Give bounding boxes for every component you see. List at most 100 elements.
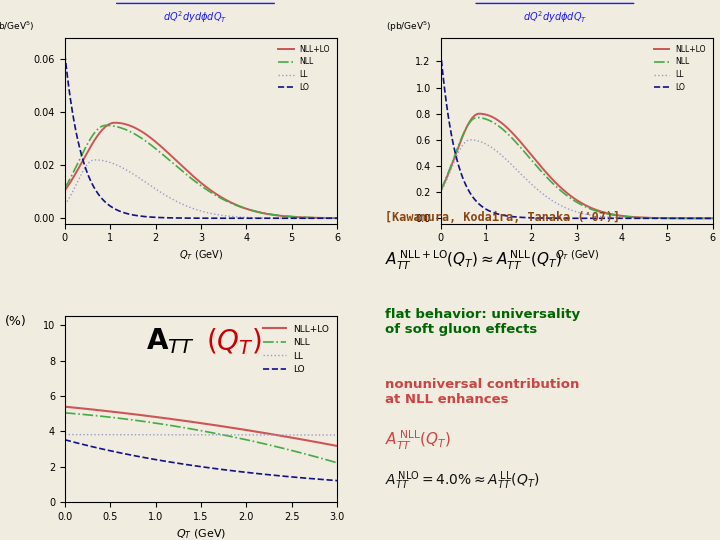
NLL: [436, 187, 445, 193]
LO: [559, 215, 568, 221]
NLL+LO: [560, 187, 569, 194]
LO: [208, 465, 217, 471]
LL: [90, 157, 99, 163]
NLL+LO: [222, 197, 230, 203]
Line: NLL: NLL: [65, 413, 337, 463]
Line: LO: LO: [65, 54, 337, 218]
NLL: [333, 460, 341, 466]
NLL+LO: [618, 213, 627, 219]
Line: NLL+LO: NLL+LO: [65, 407, 337, 446]
LO: [618, 215, 626, 221]
NLL+LO: [192, 419, 200, 426]
LL: [184, 204, 193, 210]
LO: [333, 215, 341, 221]
NLL+LO: [475, 111, 484, 117]
Line: LO: LO: [65, 440, 337, 481]
NLL: [284, 446, 292, 453]
LL: [222, 213, 230, 219]
NLL+LO: [507, 129, 516, 135]
LL: [131, 172, 140, 179]
LO: [326, 477, 335, 483]
NLL: [208, 429, 217, 436]
NLL+LO: [60, 187, 69, 194]
NLL: [60, 185, 69, 191]
LO: [284, 474, 292, 480]
LL: [222, 431, 231, 438]
NLL: [266, 211, 274, 218]
Line: LL: LL: [441, 140, 713, 218]
NLL: [618, 213, 627, 220]
LO: [60, 436, 69, 443]
Text: flat behavior: universality
of soft gluon effects: flat behavior: universality of soft gluo…: [385, 308, 580, 336]
NLL: [708, 215, 717, 221]
LL: [109, 160, 118, 167]
NLL+LO: [708, 215, 717, 221]
Line: LL: LL: [65, 160, 337, 218]
NLL: [222, 433, 231, 439]
NLL: [190, 426, 199, 433]
NLL: [192, 427, 200, 433]
NLL: [472, 114, 481, 121]
LO: [642, 215, 650, 221]
NLL+LO: [222, 424, 231, 430]
LL: [708, 215, 717, 221]
NLL+LO: [184, 168, 193, 175]
NLL+LO: [60, 403, 69, 410]
LL: [333, 432, 341, 438]
NLL: [222, 198, 230, 204]
LO: [192, 463, 200, 469]
NLL: [184, 173, 193, 179]
LL: [333, 215, 341, 221]
LO: [506, 213, 515, 220]
NLL: [60, 410, 69, 416]
LL: [60, 201, 69, 208]
NLL+LO: [597, 208, 606, 215]
Legend: NLL+LO, NLL, LL, LO: NLL+LO, NLL, LL, LO: [651, 42, 709, 95]
Text: (pb/GeV$^5$): (pb/GeV$^5$): [386, 19, 432, 34]
LO: [221, 215, 230, 221]
LL: [326, 432, 335, 438]
NLL+LO: [110, 119, 119, 126]
X-axis label: $Q_T$ (GeV): $Q_T$ (GeV): [176, 528, 226, 540]
Text: nonuniversal contribution
at NLL enhances: nonuniversal contribution at NLL enhance…: [385, 378, 580, 406]
LL: [642, 215, 650, 221]
LO: [243, 215, 251, 221]
LL: [485, 143, 493, 149]
NLL: [326, 457, 335, 464]
Line: NLL+LO: NLL+LO: [441, 114, 713, 218]
LO: [597, 215, 606, 221]
Text: $dQ^2 dy d\phi dQ_T$: $dQ^2 dy d\phi dQ_T$: [163, 9, 228, 25]
LL: [192, 431, 200, 438]
LL: [618, 214, 627, 221]
LO: [184, 215, 192, 221]
NLL+LO: [326, 442, 335, 448]
LL: [60, 431, 69, 438]
NLL+LO: [284, 434, 292, 440]
NLL+LO: [642, 214, 650, 221]
Text: (%): (%): [5, 315, 27, 328]
Line: LO: LO: [441, 51, 713, 218]
Text: $A_{TT}^{\,\mathrm{NLL}}(Q_T)$: $A_{TT}^{\,\mathrm{NLL}}(Q_T)$: [385, 429, 451, 453]
NLL: [507, 134, 516, 140]
NLL+LO: [333, 443, 341, 449]
Text: $\mathbf{A}_{TT}$: $\mathbf{A}_{TT}$: [146, 326, 195, 355]
Legend: NLL+LO, NLL, LL, LO: NLL+LO, NLL, LL, LO: [275, 42, 333, 95]
LL: [507, 161, 516, 167]
Text: [Kawamura, Kodaira, Tanaka ('07)]: [Kawamura, Kodaira, Tanaka ('07)]: [385, 211, 621, 224]
X-axis label: $Q_T$ (GeV): $Q_T$ (GeV): [179, 249, 223, 262]
NLL: [485, 117, 493, 124]
LL: [208, 431, 217, 438]
NLL+LO: [436, 187, 445, 194]
LL: [560, 204, 569, 211]
NLL+LO: [266, 211, 274, 218]
Text: $dQ^2 dy d\phi dQ_T$: $dQ^2 dy d\phi dQ_T$: [523, 9, 587, 25]
Line: NLL: NLL: [441, 118, 713, 218]
NLL+LO: [208, 422, 217, 428]
Line: NLL+LO: NLL+LO: [65, 123, 337, 218]
Text: $(Q_T)$: $(Q_T)$: [207, 326, 262, 356]
LL: [284, 431, 292, 438]
Text: $A_{TT}^{\,\mathrm{NLL+LO}}(Q_T) \approx A_{TT}^{\,\mathrm{NLL}}(Q_T)$: $A_{TT}^{\,\mathrm{NLL+LO}}(Q_T) \approx…: [385, 248, 562, 272]
LL: [597, 213, 606, 220]
LL: [466, 137, 474, 143]
NLL+LO: [190, 419, 199, 426]
